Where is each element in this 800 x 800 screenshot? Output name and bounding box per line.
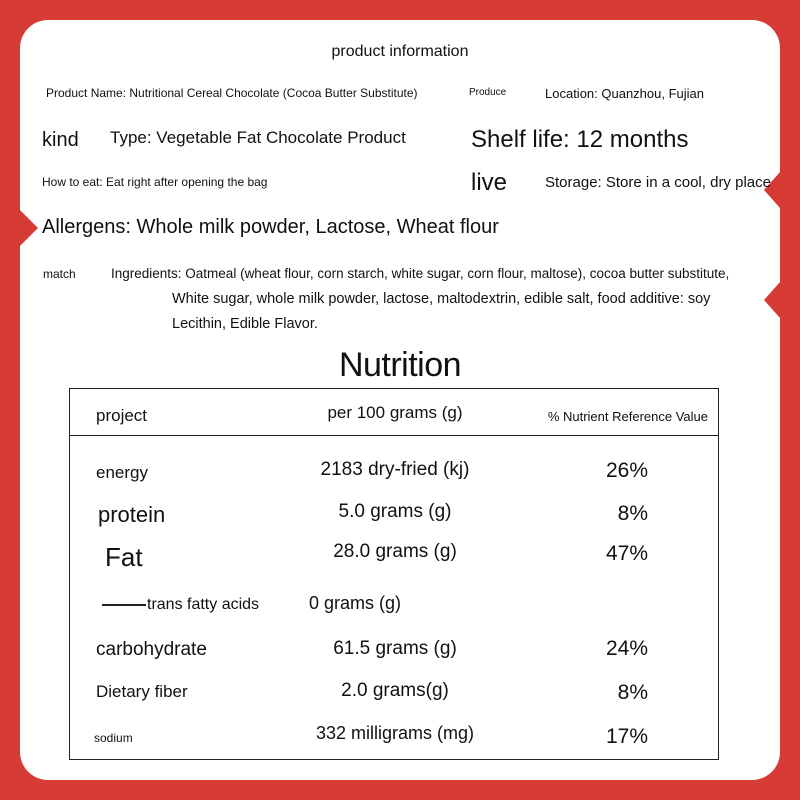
row-fat-nrv: 47%	[605, 542, 648, 565]
column-header-nrv: % Nutrient Reference Value	[547, 409, 708, 424]
produce-label: Produce	[469, 87, 507, 98]
kind-label: kind	[42, 129, 79, 151]
product-name: Product Name: Nutritional Cereal Chocola…	[46, 86, 418, 100]
row-protein-amount: 5.0 grams (g)	[338, 501, 452, 522]
row-fat-name: Fat	[105, 542, 143, 572]
ingredients-line-1: Ingredients: Oatmeal (wheat flour, corn …	[111, 266, 730, 281]
match-label: match	[43, 267, 76, 281]
row-trans-fat-amount: 0 grams (g)	[308, 593, 402, 613]
right-edge-notch-bottom	[764, 282, 780, 318]
row-energy-amount: 2183 dry-fried (kj)	[320, 459, 470, 480]
row-carbohydrate-amount: 61.5 grams (g)	[333, 638, 457, 659]
ingredients-line-3: Lecithin, Edible Flavor.	[172, 316, 318, 332]
ingredients-line-2: White sugar, whole milk powder, lactose,…	[172, 291, 711, 307]
row-carbohydrate-nrv: 24%	[605, 637, 648, 660]
row-sodium-nrv: 17%	[605, 725, 648, 748]
row-sodium-name: sodium	[94, 731, 133, 745]
column-header-project: project	[96, 406, 148, 425]
row-protein-name: protein	[98, 502, 166, 527]
live-label: live	[471, 169, 508, 196]
row-dietary-fiber-nrv: 8%	[617, 681, 648, 704]
label-card	[20, 20, 780, 780]
trans-fat-dash	[102, 604, 146, 606]
header-divider	[70, 435, 718, 436]
how-to-eat-text: How to eat: Eat right after opening the …	[42, 175, 268, 189]
row-trans-fat-name: trans fatty acids	[147, 596, 260, 613]
left-edge-notch	[20, 210, 38, 246]
row-dietary-fiber-name: Dietary fiber	[96, 682, 188, 701]
storage-text: Storage: Store in a cool, dry place	[545, 174, 771, 191]
nutrition-title: Nutrition	[338, 346, 462, 384]
type-text: Type: Vegetable Fat Chocolate Product	[110, 128, 406, 147]
row-carbohydrate-name: carbohydrate	[96, 639, 207, 660]
row-energy-nrv: 26%	[605, 459, 648, 482]
nutrition-table: project per 100 grams (g) % Nutrient Ref…	[69, 388, 719, 760]
shelf-life-text: Shelf life: 12 months	[471, 126, 689, 153]
row-protein-nrv: 8%	[617, 502, 648, 525]
column-header-amount: per 100 grams (g)	[327, 403, 463, 422]
row-sodium-amount: 332 milligrams (mg)	[315, 723, 475, 743]
location-text: Location: Quanzhou, Fujian	[545, 86, 704, 101]
row-fat-amount: 28.0 grams (g)	[333, 541, 457, 562]
right-edge-notch-top	[764, 172, 780, 208]
row-dietary-fiber-amount: 2.0 grams(g)	[341, 680, 449, 701]
page-title: product information	[331, 43, 469, 60]
allergens-text: Allergens: Whole milk powder, Lactose, W…	[42, 216, 499, 238]
row-energy-name: energy	[96, 463, 148, 482]
